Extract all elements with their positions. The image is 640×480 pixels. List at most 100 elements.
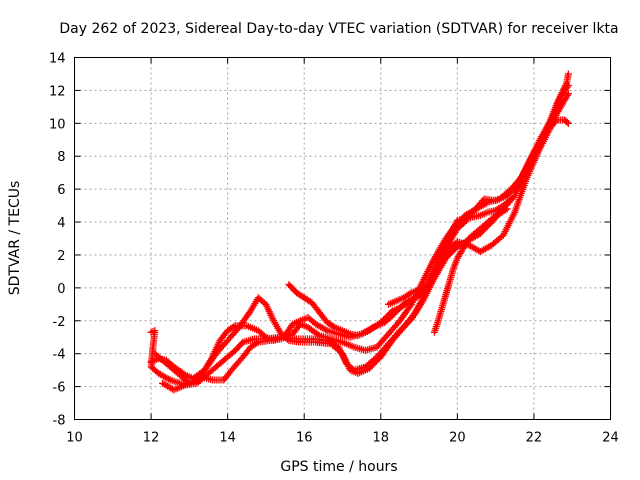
data-point — [262, 333, 276, 344]
data-point — [339, 338, 356, 350]
data-point — [404, 295, 418, 307]
data-point — [289, 318, 302, 328]
data-point — [453, 249, 464, 262]
data-point — [503, 205, 511, 213]
x-tick-label: 22 — [526, 431, 543, 446]
grid-lines — [74, 57, 611, 420]
data-point — [270, 332, 287, 345]
data-point — [365, 354, 383, 372]
data-point — [354, 327, 371, 340]
data-point — [473, 199, 490, 213]
data-point — [162, 360, 180, 376]
x-tick-label: 10 — [66, 431, 83, 446]
data-point — [216, 354, 230, 368]
series-track-7 — [384, 284, 431, 308]
data-point — [564, 70, 572, 78]
data-point — [522, 151, 541, 183]
data-point — [300, 294, 314, 306]
data-point — [293, 289, 307, 301]
y-tick-label: -4 — [53, 348, 66, 363]
data-point — [492, 203, 506, 215]
data-point — [511, 177, 530, 216]
data-point — [400, 290, 414, 302]
data-point — [304, 313, 318, 327]
y-tick-label: 14 — [49, 52, 66, 67]
data-point — [411, 292, 422, 302]
data-point — [438, 233, 453, 252]
data-point — [407, 286, 421, 297]
data-point — [182, 371, 195, 382]
y-axis-title: SDTVAR / TECUs — [7, 181, 23, 296]
data-point — [499, 196, 513, 210]
data-point — [239, 345, 253, 361]
data-point — [419, 256, 437, 285]
y-tick-label: 4 — [57, 216, 65, 231]
series-track-6 — [430, 205, 511, 336]
data-point — [384, 298, 398, 308]
data-point — [388, 304, 402, 315]
data-point — [442, 279, 453, 298]
data-point — [193, 368, 207, 384]
data-point — [201, 355, 215, 374]
data-point — [545, 111, 560, 134]
data-point — [434, 305, 445, 325]
data-point — [438, 292, 449, 312]
y-tick-label: -6 — [53, 381, 66, 396]
data-point — [564, 119, 572, 127]
y-tick-label: 2 — [57, 249, 65, 264]
data-point — [270, 317, 284, 336]
data-point — [430, 319, 442, 336]
y-tick-label: 10 — [49, 117, 66, 132]
data-point — [281, 322, 296, 340]
data-point — [499, 210, 518, 239]
y-tick-label: 12 — [49, 84, 66, 99]
data-point — [473, 223, 487, 236]
data-point — [220, 368, 234, 384]
data-points — [147, 70, 572, 394]
data-point — [377, 338, 395, 361]
data-point — [564, 90, 572, 98]
data-point — [243, 322, 260, 334]
data-point — [227, 355, 246, 374]
data-point — [316, 309, 330, 325]
x-tick-label: 24 — [602, 431, 619, 446]
data-point — [151, 350, 169, 366]
data-point — [377, 308, 395, 326]
data-point — [147, 327, 157, 336]
data-point — [480, 216, 494, 229]
x-tick-label: 14 — [219, 431, 236, 446]
plot-frame — [74, 57, 611, 420]
data-point — [507, 195, 515, 203]
data-point — [438, 246, 452, 262]
y-tick-label: 6 — [57, 183, 65, 198]
data-point — [159, 379, 176, 393]
data-point — [400, 310, 418, 331]
data-point — [476, 242, 494, 256]
data-point — [476, 209, 490, 219]
data-point — [289, 322, 303, 338]
data-point — [564, 81, 572, 89]
data-point — [446, 227, 460, 246]
data-point — [518, 151, 537, 180]
data-point — [495, 187, 513, 203]
data-point — [430, 246, 445, 272]
data-point — [461, 236, 472, 249]
data-point — [308, 299, 322, 315]
data-point — [442, 244, 460, 262]
data-point — [170, 363, 188, 378]
data-point — [147, 363, 161, 376]
data-point — [262, 300, 277, 323]
x-tick-label: 12 — [143, 431, 160, 446]
data-point — [396, 300, 410, 312]
x-tick-label: 16 — [296, 431, 313, 446]
data-point — [339, 350, 353, 372]
data-point — [182, 377, 199, 389]
y-tick-label: 0 — [57, 282, 65, 297]
data-point — [446, 218, 460, 239]
data-point — [208, 338, 223, 361]
data-point — [331, 323, 345, 334]
x-tick-label: 18 — [373, 431, 390, 446]
data-point — [465, 229, 479, 242]
